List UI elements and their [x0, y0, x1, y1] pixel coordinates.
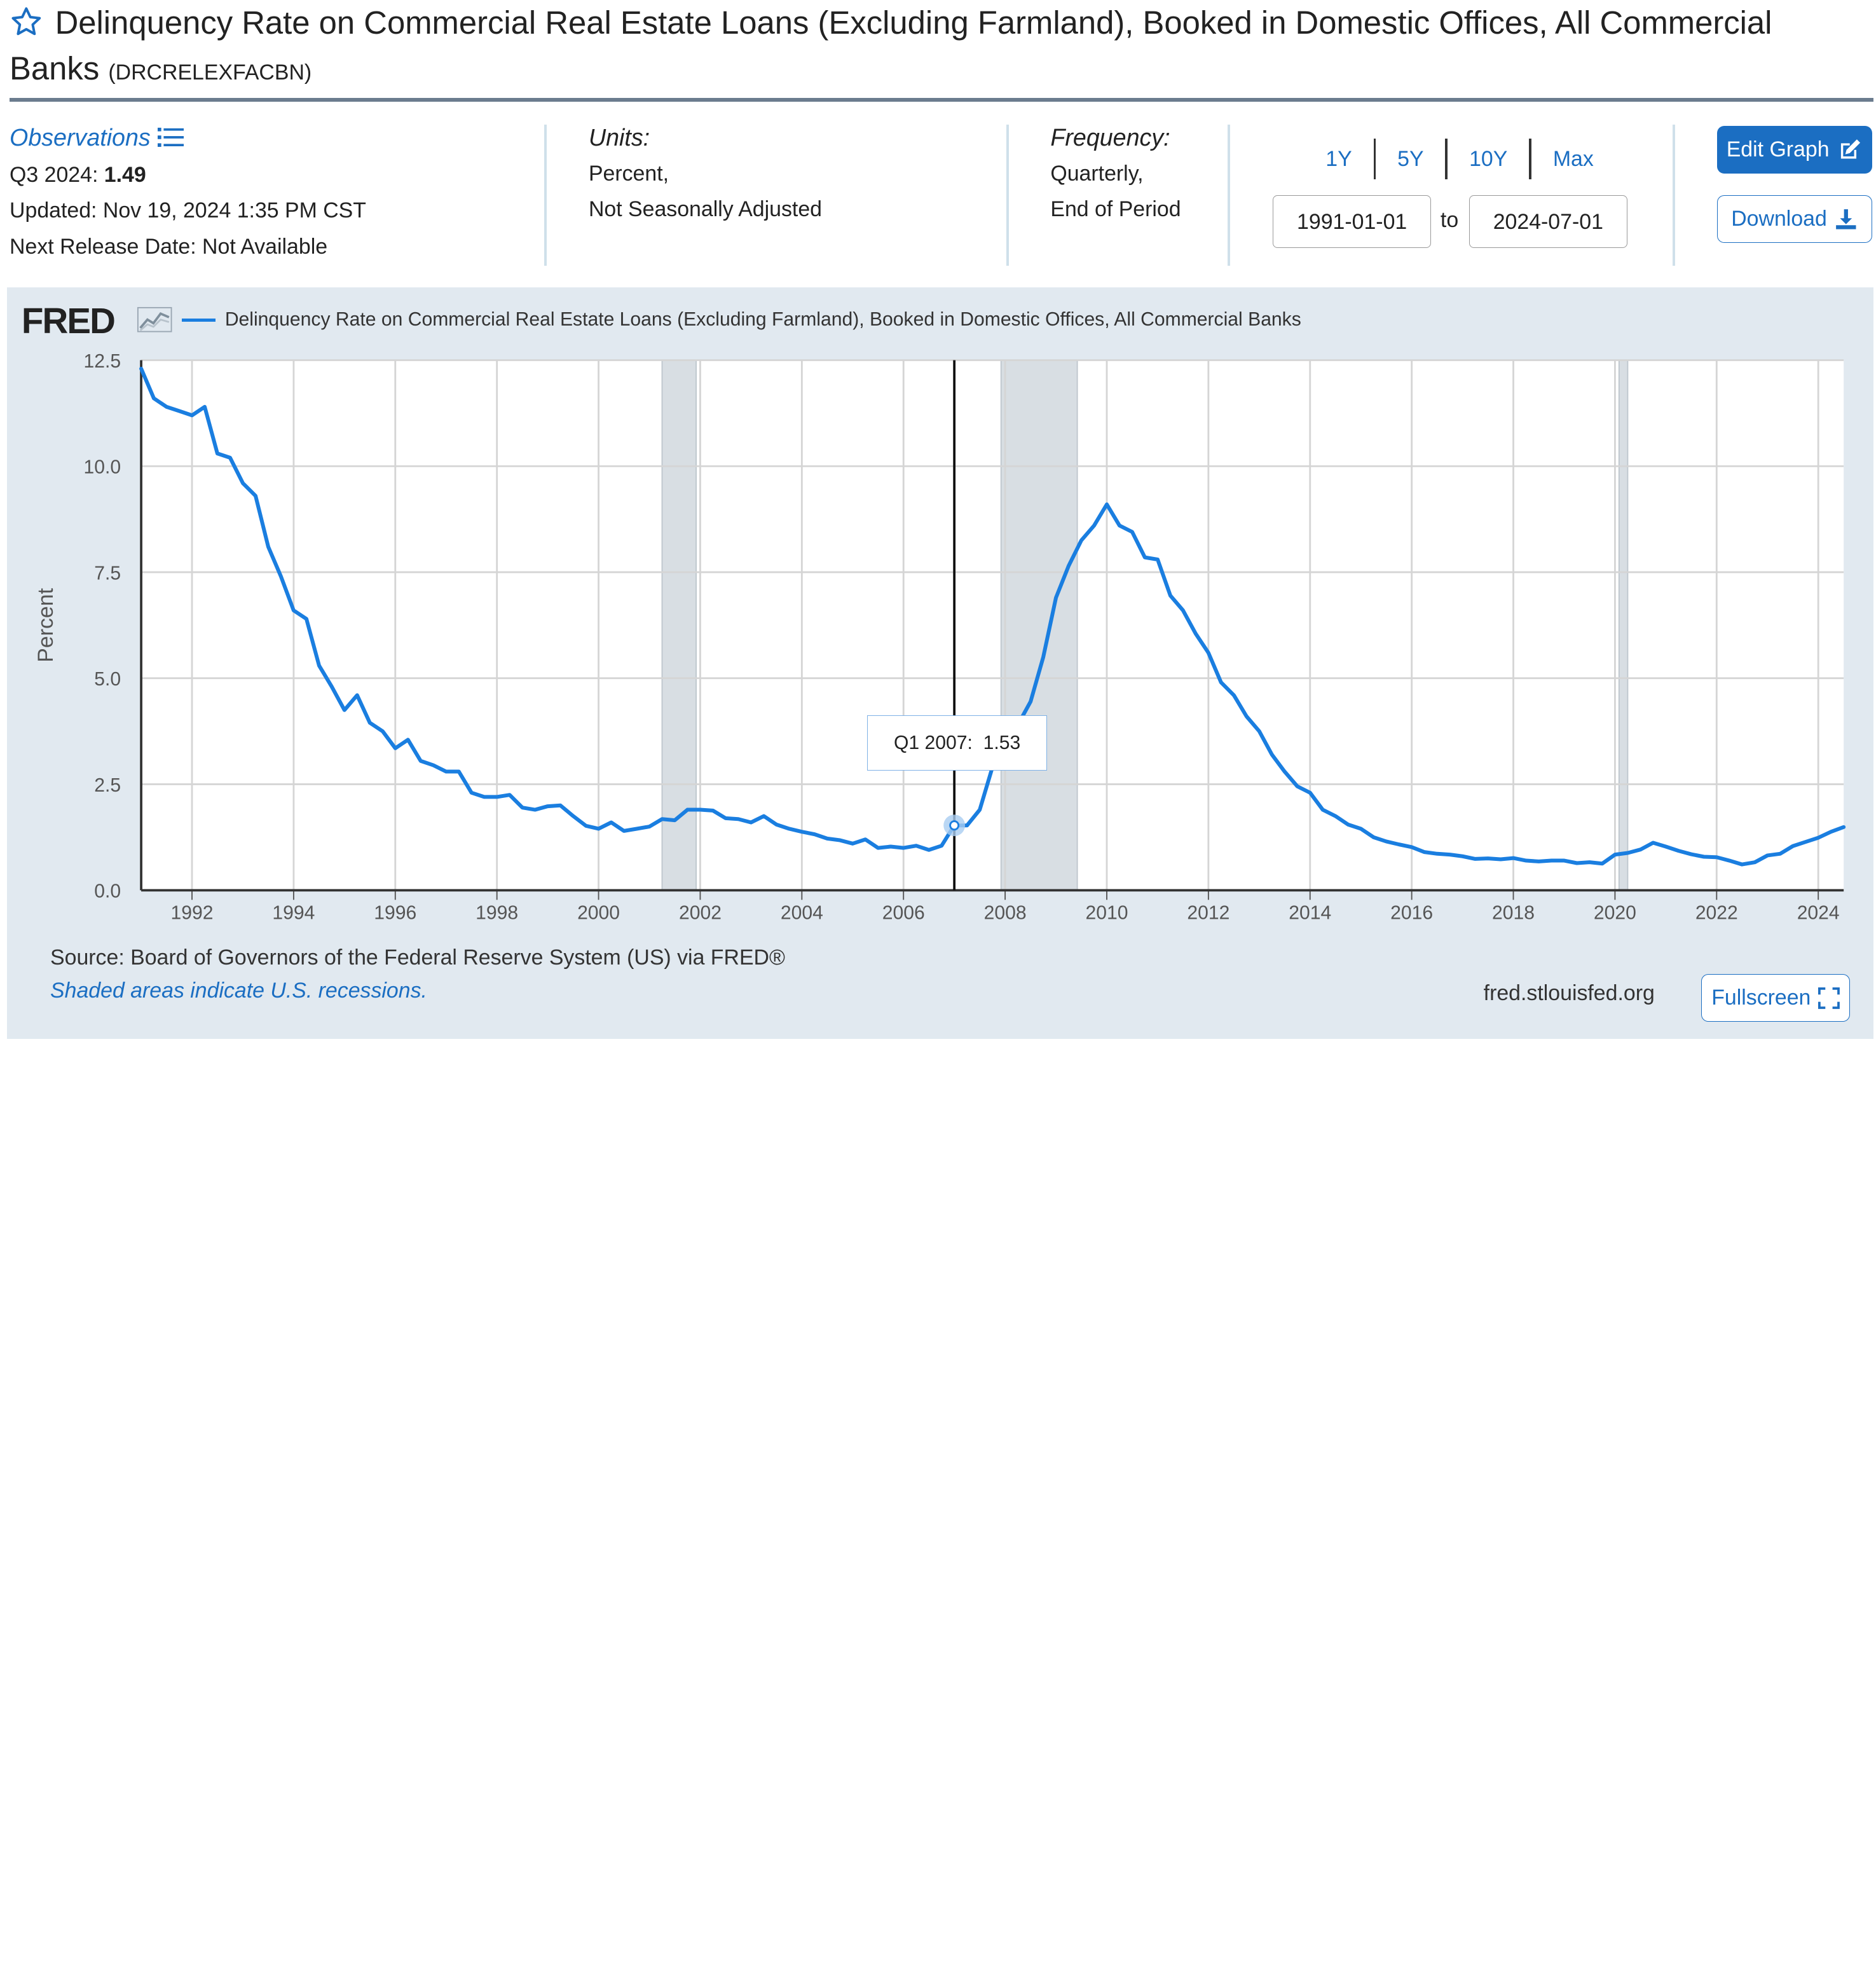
tooltip-value: 1.53: [983, 732, 1021, 754]
download-button[interactable]: Download: [1716, 195, 1873, 244]
fred-logo: FRED: [21, 301, 116, 341]
x-tick-label: 1994: [272, 902, 315, 923]
x-tick-label: 2014: [1289, 902, 1331, 923]
meta-divider: [544, 124, 547, 266]
meta-divider: [1227, 124, 1230, 266]
range-buttons: 1Y 5Y 10Y Max: [1304, 139, 1615, 180]
x-tick-label: 1992: [171, 902, 214, 923]
range-1y-button[interactable]: 1Y: [1325, 146, 1352, 171]
date-range-to-label: to: [1440, 208, 1459, 233]
list-icon: [158, 128, 184, 148]
x-tick-label: 2012: [1187, 902, 1229, 923]
page-title-line1: Delinquency Rate on Commercial Real Esta…: [55, 4, 1772, 41]
legend-swatch: [182, 318, 216, 322]
observations-link-label: Observations: [10, 124, 151, 151]
start-date-input[interactable]: 1991-01-01: [1273, 195, 1431, 248]
range-max-button[interactable]: Max: [1552, 146, 1594, 171]
y-tick-label: 5.0: [94, 669, 121, 690]
recession-band: [1000, 359, 1078, 891]
frequency-panel: Frequency: Quarterly, End of Period: [1050, 120, 1181, 227]
tooltip-period: Q1 2007:: [893, 732, 973, 754]
frequency-line1: Quarterly,: [1050, 161, 1144, 186]
next-release-text: Next Release Date: Not Available: [10, 234, 328, 259]
y-tick-label: 7.5: [94, 563, 121, 584]
y-tick-label: 2.5: [94, 775, 121, 796]
latest-observation: Q3 2024: 1.49: [10, 157, 366, 193]
x-tick-label: 2006: [882, 902, 925, 923]
edit-icon: [1840, 139, 1860, 159]
edit-graph-label: Edit Graph: [1726, 137, 1830, 161]
chart-tooltip: Q1 2007: 1.53: [867, 715, 1047, 771]
fred-url: fred.stlouisfed.org: [1483, 981, 1655, 1006]
x-tick-label: 2002: [679, 902, 722, 923]
meta-divider: [1006, 124, 1009, 266]
observations-panel: Observations Q3 2024: 1.49 Updated: Nov …: [10, 120, 366, 264]
plot-area: [141, 360, 1844, 891]
page-title-line2: Banks: [10, 50, 100, 86]
x-tick-label: 2018: [1492, 902, 1535, 923]
x-tick-label: 2004: [781, 902, 823, 923]
edit-graph-button[interactable]: Edit Graph: [1716, 125, 1873, 174]
units-panel: Units: Percent, Not Seasonally Adjusted: [589, 120, 822, 227]
units-line2: Not Seasonally Adjusted: [588, 197, 822, 222]
range-divider: [1373, 139, 1376, 180]
page-title: Delinquency Rate on Commercial Real Esta…: [10, 0, 1865, 95]
x-tick-label: 2022: [1695, 902, 1738, 923]
star-icon[interactable]: [10, 5, 43, 39]
highlight-point[interactable]: [949, 820, 960, 831]
fullscreen-label: Fullscreen: [1711, 986, 1811, 1010]
y-tick-label: 0.0: [94, 881, 121, 902]
x-tick-label: 2000: [577, 902, 620, 923]
observation-period: Q3 2024:: [10, 162, 99, 187]
y-tick-label: 12.5: [83, 351, 121, 372]
range-5y-button[interactable]: 5Y: [1397, 146, 1424, 171]
recession-note-link[interactable]: Shaded areas indicate U.S. recessions.: [50, 979, 427, 1003]
x-tick-label: 2008: [984, 902, 1027, 923]
meta-divider: [1673, 124, 1675, 266]
x-tick-label: 1996: [374, 902, 416, 923]
download-label: Download: [1731, 206, 1827, 231]
range-divider: [1445, 139, 1448, 180]
series-id: (DRCRELEXFACBN): [108, 60, 312, 85]
updated-text: Updated: Nov 19, 2024 1:35 PM CST: [10, 198, 366, 223]
x-tick-label: 2016: [1390, 902, 1433, 923]
y-axis-label: Percent: [34, 587, 58, 662]
download-icon: [1836, 209, 1856, 230]
observation-value: 1.49: [104, 162, 146, 187]
observations-link[interactable]: Observations: [10, 120, 184, 155]
y-tick-label: 10.0: [83, 457, 121, 478]
chart-legend: Delinquency Rate on Commercial Real Esta…: [224, 308, 1301, 330]
range-10y-button[interactable]: 10Y: [1469, 146, 1508, 171]
end-date-input[interactable]: 2024-07-01: [1469, 195, 1627, 248]
units-label: Units:: [588, 124, 650, 151]
range-divider: [1529, 139, 1531, 180]
fullscreen-button[interactable]: Fullscreen: [1701, 973, 1850, 1022]
line-chart[interactable]: 0.0 2.5 5.0 7.5 10.0 12.5 1992 1994 1996 1998 2000…: [0, 0, 1876, 1048]
title-divider: [10, 98, 1874, 102]
title-row: Delinquency Rate on Commercial Real Esta…: [10, 0, 1864, 95]
source-note: Source: Board of Governors of the Federa…: [50, 945, 785, 970]
frequency-line2: End of Period: [1050, 197, 1181, 222]
frequency-label: Frequency:: [1050, 124, 1170, 151]
x-tick-label: 2020: [1594, 902, 1636, 923]
x-tick-label: 2024: [1797, 902, 1840, 923]
fullscreen-icon: [1818, 987, 1840, 1009]
x-tick-label: 1998: [476, 902, 518, 923]
fred-chart-icon: [137, 306, 172, 333]
recession-band: [1618, 359, 1629, 891]
x-tick-label: 2010: [1085, 902, 1128, 923]
units-line1: Percent,: [588, 161, 669, 186]
